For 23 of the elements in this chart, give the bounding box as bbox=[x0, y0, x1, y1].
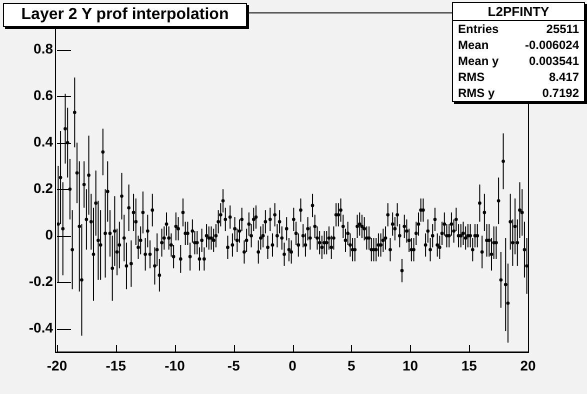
y-tick-label: -0.4 bbox=[28, 320, 54, 336]
y-tick-label: 0 bbox=[45, 226, 54, 243]
x-tick-label: -15 bbox=[106, 357, 126, 374]
x-tick-label: 15 bbox=[461, 357, 478, 374]
chart-title: Layer 2 Y prof interpolation bbox=[3, 3, 247, 27]
x-tick-label: 10 bbox=[402, 357, 418, 374]
x-tick-label: 0 bbox=[288, 357, 297, 374]
text: Mean y 0.003541 bbox=[458, 54, 579, 68]
y-tick-label: 0.6 bbox=[34, 86, 54, 103]
x-tick-label: 20 bbox=[520, 357, 536, 374]
text: RMS y 0.7192 bbox=[458, 86, 579, 100]
y-tick-label: 0.8 bbox=[34, 40, 54, 56]
text: Entries 25511 bbox=[458, 22, 579, 36]
y-tick-label: 0.2 bbox=[34, 180, 54, 196]
y-tick-label: -0.2 bbox=[28, 273, 54, 290]
x-tick-label: -20 bbox=[46, 357, 68, 374]
text: RMS 8.417 bbox=[458, 70, 579, 84]
x-tick-label: -10 bbox=[164, 357, 186, 374]
y-tick-label: 0.4 bbox=[34, 134, 54, 150]
x-tick-label: 5 bbox=[347, 357, 356, 374]
x-tick-label: -5 bbox=[227, 357, 240, 374]
annotation: L2PFINTY bbox=[453, 3, 584, 21]
text: Mean -0.006024 bbox=[458, 38, 579, 52]
